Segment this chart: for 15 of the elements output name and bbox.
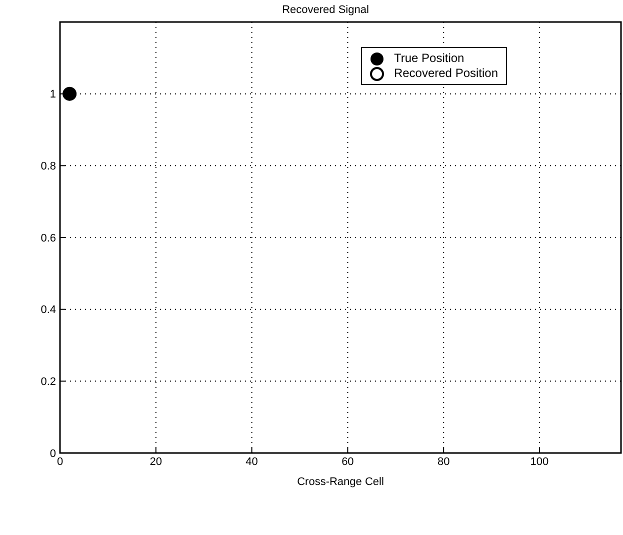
x-tick-label: 40 bbox=[246, 456, 258, 468]
y-tick-label: 0 bbox=[50, 448, 56, 460]
x-tick-label: 100 bbox=[530, 456, 549, 468]
chart-title: Recovered Signal bbox=[281, 4, 370, 16]
y-tick-label: 0.8 bbox=[40, 160, 56, 173]
y-tick-label: 0.4 bbox=[40, 304, 56, 316]
x-tick-label: 60 bbox=[342, 456, 354, 468]
y-tick-label: 0.6 bbox=[40, 232, 56, 244]
x-tick-label: 80 bbox=[437, 456, 450, 468]
x-tick-label: 20 bbox=[150, 456, 162, 468]
y-tick-label: 1 bbox=[50, 88, 56, 101]
y-tick-label: 0.2 bbox=[40, 376, 56, 388]
x-axis-title: Cross-Range Cell bbox=[297, 476, 384, 488]
legend-label: True Position bbox=[394, 51, 464, 66]
legend-label: Recovered Position bbox=[394, 66, 498, 81]
